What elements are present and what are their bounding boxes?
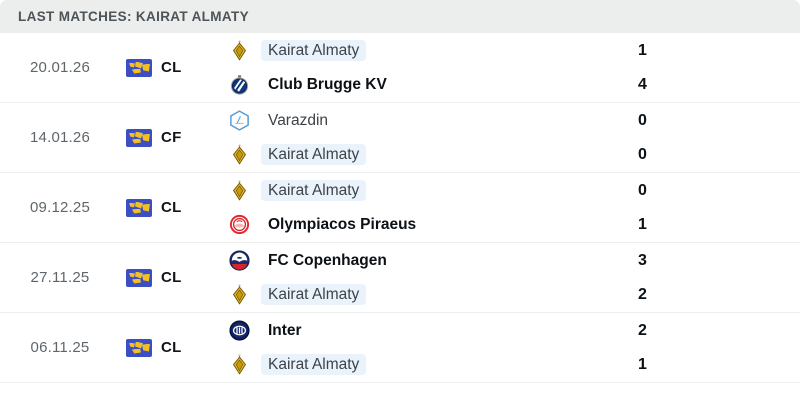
competition-label: CL xyxy=(161,199,182,216)
team-name-away[interactable]: Kairat Almaty xyxy=(261,353,367,376)
kairat-almaty-crest-icon xyxy=(228,39,251,62)
team-line-away: Kairat Almaty xyxy=(228,353,610,377)
club-brugge-crest-icon xyxy=(228,73,251,96)
uefa-badge-icon xyxy=(126,338,152,357)
team-name-home[interactable]: Kairat Almaty xyxy=(261,39,367,62)
team-line-away: Club Brugge KV xyxy=(228,73,610,97)
team-line-away: Kairat Almaty xyxy=(228,143,610,167)
match-row[interactable]: 09.12.25 CL Kairat Almaty Olympiacos Piraeu… xyxy=(0,173,800,243)
uefa-badge-icon xyxy=(126,58,152,77)
team-name-away[interactable]: Olympiacos Piraeus xyxy=(268,215,417,233)
team-name-away[interactable]: Club Brugge KV xyxy=(268,75,387,93)
score-home: 1 xyxy=(638,41,647,59)
team-name-home[interactable]: Kairat Almaty xyxy=(261,179,367,202)
team-name-away[interactable]: Kairat Almaty xyxy=(261,143,367,166)
competition-label: CF xyxy=(161,129,182,146)
match-row[interactable]: 20.01.26 CL Kairat Almaty Club Brugge KV 1 4 xyxy=(0,33,800,103)
olympiacos-crest-icon xyxy=(228,213,251,236)
team-line-away: Kairat Almaty xyxy=(228,283,610,307)
competition-label: CL xyxy=(161,269,182,286)
score-away: 4 xyxy=(638,75,647,93)
page-title: LAST MATCHES: KAIRAT ALMATY xyxy=(18,9,249,24)
team-line-home: Varazdin xyxy=(228,109,610,133)
match-date: 27.11.25 xyxy=(30,269,90,286)
match-row[interactable]: 06.11.25 CL Inter Kairat Almaty 2 1 xyxy=(0,313,800,383)
team-name-home[interactable]: FC Copenhagen xyxy=(268,251,387,269)
uefa-badge-icon xyxy=(126,198,152,217)
inter-crest-icon xyxy=(228,319,251,342)
uefa-badge-icon xyxy=(126,128,152,147)
match-list: 20.01.26 CL Kairat Almaty Club Brugge KV 1 4 1… xyxy=(0,33,800,383)
panel-header: LAST MATCHES: KAIRAT ALMATY xyxy=(0,0,800,33)
kairat-almaty-crest-icon xyxy=(228,143,251,166)
teams-cell: Inter Kairat Almaty xyxy=(224,313,610,382)
copenhagen-crest-icon xyxy=(228,249,251,272)
match-row[interactable]: 27.11.25 CL FC Copenhagen Kairat Almaty 3 2 xyxy=(0,243,800,313)
team-name-home[interactable]: Inter xyxy=(268,321,302,339)
competition-label: CL xyxy=(161,339,182,356)
competition-cell[interactable]: CF xyxy=(120,103,224,172)
score-home: 2 xyxy=(638,321,647,339)
score-home: 0 xyxy=(638,181,647,199)
team-name-home[interactable]: Varazdin xyxy=(268,111,329,129)
competition-cell[interactable]: CL xyxy=(120,33,224,102)
match-date: 06.11.25 xyxy=(30,339,90,356)
competition-cell[interactable]: CL xyxy=(120,313,224,382)
team-line-home: FC Copenhagen xyxy=(228,249,610,273)
team-name-away[interactable]: Kairat Almaty xyxy=(261,283,367,306)
competition-label: CL xyxy=(161,59,182,76)
match-date: 09.12.25 xyxy=(30,199,90,216)
kairat-almaty-crest-icon xyxy=(228,353,251,376)
team-line-home: Kairat Almaty xyxy=(228,39,610,63)
team-line-home: Kairat Almaty xyxy=(228,179,610,203)
match-row[interactable]: 14.01.26 CF Varazdin Kairat Almaty 0 0 xyxy=(0,103,800,173)
match-date: 20.01.26 xyxy=(30,59,90,76)
team-line-away: Olympiacos Piraeus xyxy=(228,213,610,237)
score-home: 3 xyxy=(638,251,647,269)
teams-cell: Kairat Almaty Olympiacos Piraeus xyxy=(224,173,610,242)
teams-cell: Kairat Almaty Club Brugge KV xyxy=(224,33,610,102)
score-home: 0 xyxy=(638,111,647,129)
kairat-almaty-crest-icon xyxy=(228,179,251,202)
teams-cell: FC Copenhagen Kairat Almaty xyxy=(224,243,610,312)
kairat-almaty-crest-icon xyxy=(228,283,251,306)
match-date: 14.01.26 xyxy=(30,129,90,146)
score-away: 0 xyxy=(638,145,647,163)
uefa-badge-icon xyxy=(126,268,152,287)
team-line-home: Inter xyxy=(228,319,610,343)
teams-cell: Varazdin Kairat Almaty xyxy=(224,103,610,172)
score-away: 2 xyxy=(638,285,647,303)
score-away: 1 xyxy=(638,355,647,373)
score-away: 1 xyxy=(638,215,647,233)
competition-cell[interactable]: CL xyxy=(120,243,224,312)
varazdin-crest-icon xyxy=(228,109,251,132)
competition-cell[interactable]: CL xyxy=(120,173,224,242)
